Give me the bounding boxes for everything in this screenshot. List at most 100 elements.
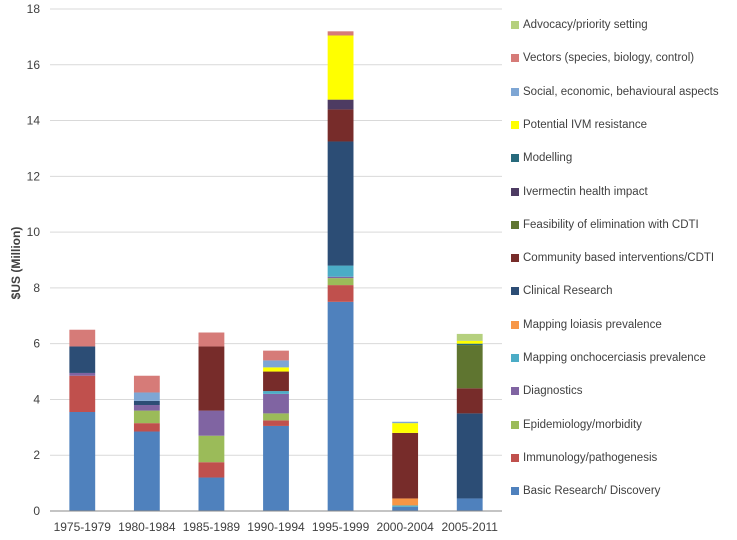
legend-item: Immunology/pathogenesis xyxy=(511,450,657,466)
x-tick-label: 1995-1999 xyxy=(312,520,370,534)
x-tick-label: 2000-2004 xyxy=(376,520,434,534)
bar-segment xyxy=(392,423,419,433)
legend-label: Ivermectin health impact xyxy=(523,185,648,198)
legend-item: Mapping loiasis prevalence xyxy=(511,317,662,333)
bar-segment xyxy=(263,360,289,368)
bar-segment xyxy=(198,332,225,347)
bar-segment xyxy=(69,375,96,412)
bar-segment xyxy=(456,345,483,389)
bars xyxy=(69,31,483,511)
legend-swatch xyxy=(511,453,519,462)
y-tick-label: 4 xyxy=(33,392,40,406)
bar-segment xyxy=(456,413,483,499)
bar-segment xyxy=(392,506,419,511)
bar-segment xyxy=(133,392,160,401)
legend-swatch xyxy=(511,287,519,296)
legend-swatch xyxy=(511,320,519,329)
legend-item: Epidemiology/morbidity xyxy=(511,417,642,433)
y-tick-label: 18 xyxy=(27,2,41,16)
bar-segment xyxy=(392,421,419,424)
legend-item: Diagnostics xyxy=(511,383,582,399)
legend-item: Modelling xyxy=(511,150,572,166)
bar-segment xyxy=(263,425,289,511)
y-tick-label: 6 xyxy=(33,337,40,351)
bar-segment xyxy=(263,420,289,426)
bar-segment xyxy=(69,346,96,373)
bar-segment xyxy=(392,505,419,507)
x-tick-label: 2005-2011 xyxy=(441,520,498,534)
legend-item: Ivermectin health impact xyxy=(511,184,648,200)
bar-segment xyxy=(392,432,419,499)
x-axis-ticks: 1975-1979 1980-1984 1985-1989 1990-1994 1995… xyxy=(54,520,499,534)
bar-segment xyxy=(69,411,96,511)
bar-segment xyxy=(198,477,225,511)
bar-segment xyxy=(198,435,225,463)
legend-label: Social, economic, behavioural aspects xyxy=(523,85,719,98)
bar-segment xyxy=(133,431,160,511)
bar-segment xyxy=(327,285,354,302)
y-tick-label: 12 xyxy=(27,169,41,183)
y-tick-label: 14 xyxy=(27,114,41,128)
legend-item: Community based interventions/CDTI xyxy=(511,250,714,266)
legend-label: Clinical Research xyxy=(523,285,613,298)
bar-segment xyxy=(327,276,354,279)
y-tick-label: 16 xyxy=(27,58,41,72)
legend-swatch xyxy=(511,254,519,263)
bar-segment xyxy=(133,423,160,432)
bar-segment xyxy=(327,31,354,36)
x-tick-label: 1980-1984 xyxy=(118,520,176,534)
legend-swatch xyxy=(511,87,519,96)
legend-item: Advocacy/priority setting xyxy=(511,17,648,33)
bar-segment xyxy=(456,340,483,344)
x-tick-label: 1990-1994 xyxy=(247,520,305,534)
x-tick-label: 1975-1979 xyxy=(54,520,112,534)
bar-segment xyxy=(456,343,483,346)
bar-segment xyxy=(327,301,354,511)
y-tick-label: 2 xyxy=(33,448,40,462)
bar-segment xyxy=(327,99,354,110)
bar-segment xyxy=(198,410,225,436)
legend-item: Mapping onchocerciasis prevalence xyxy=(511,350,706,366)
legend-swatch xyxy=(511,154,519,163)
legend-swatch xyxy=(511,54,519,63)
bar-segment xyxy=(263,413,289,421)
y-tick-label: 8 xyxy=(33,281,40,295)
y-axis-ticks: 0 2 4 6 8 10 12 14 16 18 xyxy=(27,2,41,518)
bar-segment xyxy=(133,375,160,393)
legend-label: Immunology/pathogenesis xyxy=(523,451,658,464)
legend-label: Basic Research/ Discovery xyxy=(523,485,661,498)
legend-item: Potential IVM resistance xyxy=(511,117,647,133)
x-tick-label: 1985-1989 xyxy=(183,520,241,534)
bar-segment xyxy=(263,393,289,414)
bar-segment xyxy=(198,346,225,411)
bar-segment xyxy=(456,388,483,414)
bar-segment xyxy=(263,391,289,394)
bar-segment xyxy=(133,410,160,424)
legend-item: Basic Research/ Discovery xyxy=(511,483,660,499)
legend-label: Modelling xyxy=(523,152,573,165)
legend-item: Clinical Research xyxy=(511,283,612,299)
y-tick-label: 0 xyxy=(33,504,40,518)
y-tick-label: 10 xyxy=(27,225,41,239)
bar-segment xyxy=(263,350,289,361)
bar-segment xyxy=(327,141,354,266)
bar-segment xyxy=(69,372,96,376)
legend-label: Community based interventions/CDTI xyxy=(523,252,715,265)
bar-segment xyxy=(327,35,354,100)
bar-segment xyxy=(263,367,289,372)
bar-segment xyxy=(327,278,354,286)
bar-segment xyxy=(198,462,225,478)
legend-item: Social, economic, behavioural aspects xyxy=(511,84,719,100)
legend-label: Mapping loiasis prevalence xyxy=(523,318,662,331)
bar-segment xyxy=(69,329,96,347)
bar-segment xyxy=(133,400,160,406)
bar-segment xyxy=(133,405,160,411)
legend-label: Mapping onchocerciasis prevalence xyxy=(523,352,706,364)
legend-item: Feasibility of elimination with CDTI xyxy=(511,217,699,233)
legend-swatch xyxy=(511,120,519,129)
legend-swatch xyxy=(511,420,519,429)
legend-label: Potential IVM resistance xyxy=(523,118,648,131)
legend-swatch xyxy=(511,354,519,362)
legend-label: Advocacy/priority setting xyxy=(523,19,648,31)
